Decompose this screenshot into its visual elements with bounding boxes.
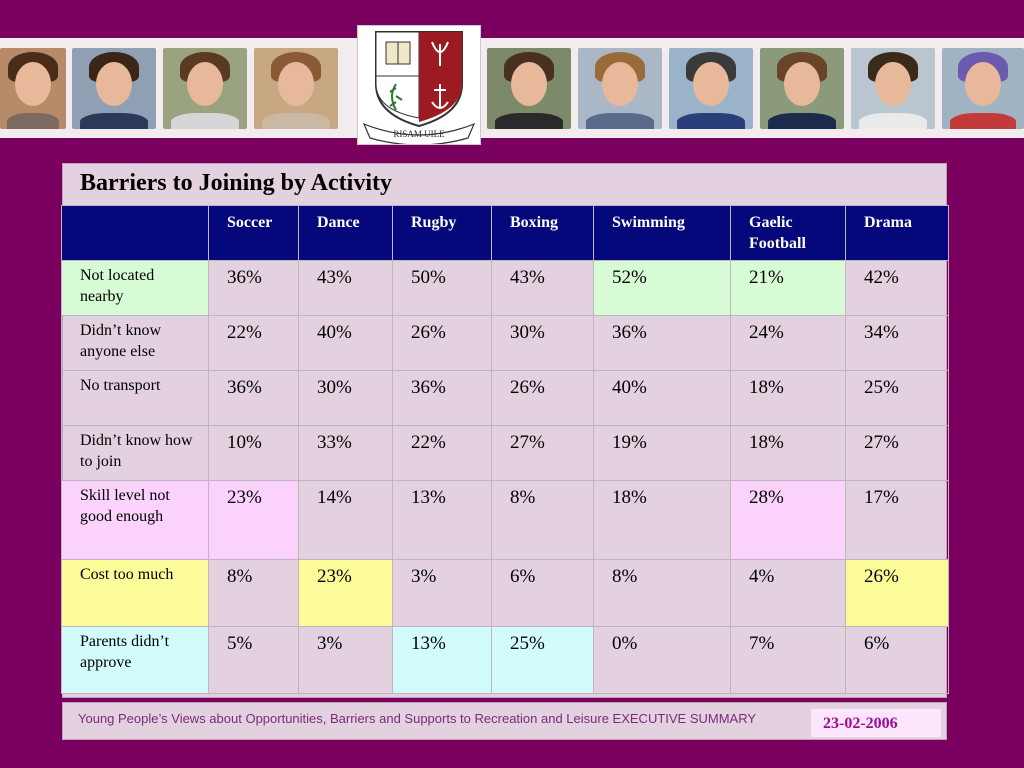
table-row: Skill level not good enough 23% 14% 13% …	[61, 480, 949, 560]
photo-teen-2	[72, 48, 156, 129]
table-cell: 3%	[392, 559, 492, 627]
table-cell: 33%	[298, 425, 393, 481]
table-cell: 50%	[392, 260, 492, 316]
table-cell: 43%	[491, 260, 594, 316]
column-header-drama: Drama	[845, 205, 949, 261]
photo-teen-9	[851, 48, 935, 129]
table-cell: 3%	[298, 626, 393, 694]
table-cell: 8%	[208, 559, 299, 627]
table-title: Barriers to Joining by Activity	[80, 170, 392, 196]
table-row: Cost too much 8% 23% 3% 6% 8% 4% 26%	[61, 559, 949, 627]
table-cell: 22%	[208, 315, 299, 371]
table-cell: 25%	[845, 370, 949, 426]
date-text: 23-02-2006	[823, 715, 898, 732]
table-cell: 25%	[491, 626, 594, 694]
crest-motto: RISAM UILE	[393, 129, 445, 139]
table-cell: 4%	[730, 559, 846, 627]
photo-banner	[0, 38, 1024, 138]
table-cell: 42%	[845, 260, 949, 316]
row-label: Not located nearby	[61, 260, 209, 316]
footer-title: Young People’s Views about Opportunities…	[78, 711, 757, 726]
school-crest: RISAM UILE	[357, 25, 481, 146]
table-cell: 18%	[593, 480, 731, 560]
table-row: No transport 36% 30% 36% 26% 40% 18% 25%	[61, 370, 949, 426]
table-cell: 27%	[491, 425, 594, 481]
column-header-rugby: Rugby	[392, 205, 492, 261]
table-cell: 13%	[392, 480, 492, 560]
table-cell: 40%	[298, 315, 393, 371]
column-header-gaelic-football: Gaelic Football	[730, 205, 846, 261]
row-label: Didn’t know how to join	[61, 425, 209, 481]
photo-teen-6	[578, 48, 662, 129]
table-cell: 21%	[730, 260, 846, 316]
table-cell: 52%	[593, 260, 731, 316]
row-label: Cost too much	[61, 559, 209, 627]
table-cell: 36%	[208, 260, 299, 316]
column-header-boxing: Boxing	[491, 205, 594, 261]
table-cell: 8%	[491, 480, 594, 560]
table-cell: 8%	[593, 559, 731, 627]
table-row: Not located nearby 36% 43% 50% 43% 52% 2…	[61, 260, 949, 316]
photo-teen-3	[163, 48, 247, 129]
table-cell: 26%	[392, 315, 492, 371]
row-label: Skill level not good enough	[61, 480, 209, 560]
table-row: Parents didn’t approve 5% 3% 13% 25% 0% …	[61, 626, 949, 694]
table-header-row: Soccer Dance Rugby Boxing Swimming Gaeli…	[61, 205, 949, 261]
table-cell: 26%	[491, 370, 594, 426]
table-cell: 6%	[491, 559, 594, 627]
table-cell: 18%	[730, 370, 846, 426]
table-cell: 43%	[298, 260, 393, 316]
photo-teen-5	[487, 48, 571, 129]
table-cell: 30%	[491, 315, 594, 371]
photo-teen-8	[760, 48, 844, 129]
table-cell: 14%	[298, 480, 393, 560]
header-corner	[61, 205, 209, 261]
barriers-table: Soccer Dance Rugby Boxing Swimming Gaeli…	[61, 205, 949, 694]
table-cell: 7%	[730, 626, 846, 694]
table-cell: 18%	[730, 425, 846, 481]
table-cell: 30%	[298, 370, 393, 426]
table-cell: 6%	[845, 626, 949, 694]
date-badge: 23-02-2006	[811, 709, 941, 737]
table-row: Didn’t know how to join 10% 33% 22% 27% …	[61, 425, 949, 481]
column-header-swimming: Swimming	[593, 205, 731, 261]
table-cell: 19%	[593, 425, 731, 481]
barriers-table-panel: Barriers to Joining by Activity Soccer D…	[61, 163, 949, 698]
row-label: Didn’t know anyone else	[61, 315, 209, 371]
table-cell: 0%	[593, 626, 731, 694]
table-cell: 22%	[392, 425, 492, 481]
table-cell: 17%	[845, 480, 949, 560]
column-header-dance: Dance	[298, 205, 393, 261]
table-cell: 23%	[298, 559, 393, 627]
photo-teen-4	[254, 48, 338, 129]
table-cell: 10%	[208, 425, 299, 481]
table-cell: 5%	[208, 626, 299, 694]
photo-teen-1	[0, 48, 66, 129]
table-cell: 13%	[392, 626, 492, 694]
table-cell: 23%	[208, 480, 299, 560]
photo-teen-10	[942, 48, 1024, 129]
table-cell: 34%	[845, 315, 949, 371]
table-cell: 26%	[845, 559, 949, 627]
footer-bar: Young People’s Views about Opportunities…	[62, 702, 947, 740]
row-label: No transport	[61, 370, 209, 426]
table-cell: 28%	[730, 480, 846, 560]
photo-teen-7	[669, 48, 753, 129]
crest-emblem: RISAM UILE	[362, 31, 476, 146]
table-cell: 36%	[392, 370, 492, 426]
table-cell: 36%	[208, 370, 299, 426]
table-row: Didn’t know anyone else 22% 40% 26% 30% …	[61, 315, 949, 371]
table-cell: 40%	[593, 370, 731, 426]
row-label: Parents didn’t approve	[61, 626, 209, 694]
table-cell: 24%	[730, 315, 846, 371]
table-cell: 27%	[845, 425, 949, 481]
column-header-soccer: Soccer	[208, 205, 299, 261]
table-cell: 36%	[593, 315, 731, 371]
